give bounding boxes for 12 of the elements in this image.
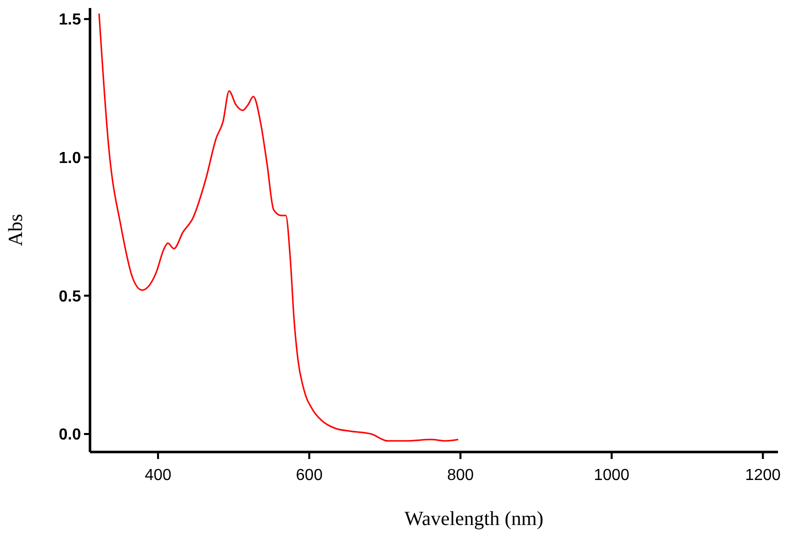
x-axis-title: Wavelength (nm)	[404, 508, 544, 530]
y-tick-label: 0.5	[58, 288, 82, 306]
x-tick-label: 1000	[594, 467, 630, 484]
line-series	[98, 12, 459, 442]
x-tick-label: 400	[144, 467, 172, 484]
y-tick-label: 1.0	[58, 150, 82, 167]
y-axis-title: Abs	[5, 214, 27, 246]
x-tick-label: 800	[447, 467, 474, 484]
x-tick-label: 600	[296, 467, 323, 484]
x-tick-label: 1200	[745, 467, 781, 484]
y-tick-label: 1.5	[58, 12, 82, 29]
y-tick-label: 0.0	[58, 426, 82, 444]
